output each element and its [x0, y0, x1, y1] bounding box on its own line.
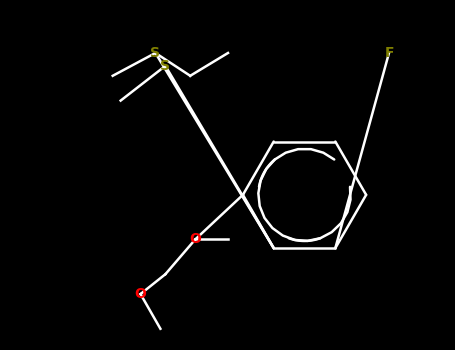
- Text: O: O: [135, 287, 147, 301]
- Text: O: O: [189, 232, 201, 246]
- Text: S: S: [151, 46, 161, 60]
- Text: F: F: [384, 46, 394, 60]
- Text: S: S: [160, 59, 170, 73]
